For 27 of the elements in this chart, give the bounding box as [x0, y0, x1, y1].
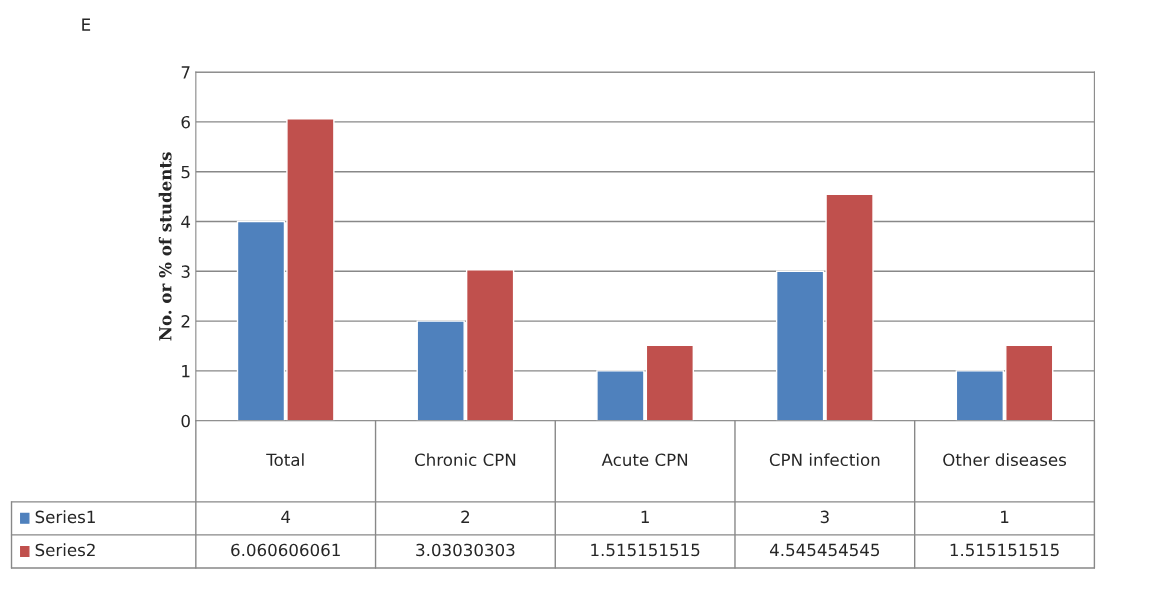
y-axis-title: No. or % of students — [158, 152, 172, 341]
y-tick-label: 5 — [181, 165, 190, 179]
y-tick-label: 6 — [181, 115, 190, 129]
data-label: 2 — [461, 510, 470, 523]
y-tick-label: 3 — [181, 265, 190, 278]
data-label: 1.515151515 — [950, 543, 1059, 557]
data-label: 6.060606061 — [231, 543, 340, 557]
data-label: 3.03030303 — [416, 543, 515, 557]
data-label: 1 — [1001, 510, 1009, 523]
y-tick-label: 4 — [181, 215, 191, 228]
legend-label: Series1 — [35, 510, 95, 524]
data-label: 4.545454545 — [769, 543, 880, 557]
data-label: 1.515151515 — [591, 543, 700, 557]
y-tick-label: 7 — [181, 66, 190, 79]
data-label: 4 — [281, 510, 291, 523]
x-tick-label: CPN infection — [769, 453, 880, 467]
data-label: 3 — [820, 510, 829, 524]
y-tick-label: 2 — [181, 315, 190, 328]
x-tick-label: Chronic CPN — [415, 453, 516, 467]
y-tick-label: 0 — [181, 414, 190, 428]
legend-label: Series2 — [35, 543, 95, 557]
chart-title: E — [82, 18, 91, 31]
x-tick-label: Total — [266, 453, 304, 467]
x-tick-label: Acute CPN — [601, 453, 688, 467]
y-tick-label: 1 — [182, 365, 190, 378]
x-tick-label: Other diseases — [943, 453, 1067, 467]
data-label: 1 — [641, 510, 649, 523]
